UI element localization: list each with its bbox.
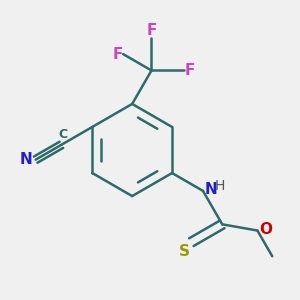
Text: H: H: [214, 178, 225, 193]
Text: C: C: [58, 128, 68, 141]
Text: F: F: [146, 23, 157, 38]
Text: F: F: [184, 63, 195, 78]
Text: F: F: [113, 46, 123, 62]
Text: O: O: [259, 222, 272, 237]
Text: N: N: [204, 182, 217, 197]
Text: S: S: [179, 244, 190, 259]
Text: N: N: [19, 152, 32, 167]
